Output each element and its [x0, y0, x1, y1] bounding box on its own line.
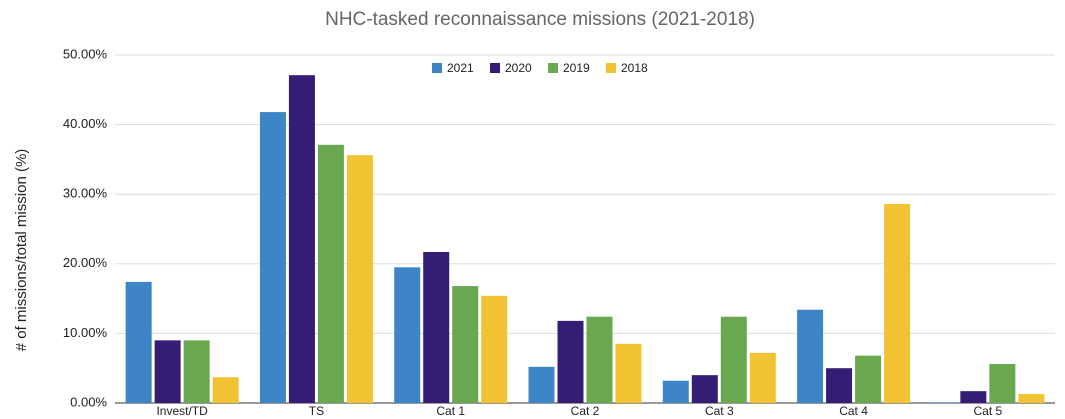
bar: [855, 355, 882, 403]
bar: [586, 316, 613, 403]
x-tick-label: Cat 5: [974, 404, 1003, 418]
bar: [346, 155, 373, 403]
y-tick-label: 50.00%: [63, 46, 108, 61]
bar: [826, 368, 853, 403]
bar: [615, 343, 642, 403]
chart-title: NHC-tasked reconnaissance missions (2021…: [325, 9, 755, 30]
bar: [481, 295, 508, 403]
y-tick-label: 20.00%: [63, 255, 108, 270]
y-tick-label: 40.00%: [63, 116, 108, 131]
x-tick-label: Cat 2: [571, 404, 600, 418]
legend-label: 2021: [447, 61, 474, 75]
bar: [749, 352, 776, 403]
bar: [288, 75, 315, 404]
bar: [557, 320, 584, 403]
bar: [691, 375, 718, 403]
y-axis-label: # of missions/total mission (%): [13, 149, 30, 352]
bar: [528, 366, 555, 403]
y-tick-label: 0.00%: [70, 394, 107, 409]
legend-swatch: [606, 63, 616, 73]
bar: [317, 144, 344, 403]
bar: [212, 377, 239, 403]
bar: [1018, 393, 1045, 403]
legend-swatch: [432, 63, 442, 73]
x-tick-label: Cat 1: [436, 404, 465, 418]
bar: [452, 286, 479, 403]
bar: [183, 340, 210, 403]
bar: [884, 203, 911, 403]
y-tick-label: 30.00%: [63, 186, 108, 201]
x-tick-label: Cat 4: [839, 404, 868, 418]
bar: [720, 316, 747, 403]
y-tick-label: 10.00%: [63, 325, 108, 340]
bar: [259, 112, 286, 404]
bar: [394, 267, 421, 403]
bar: [662, 380, 689, 403]
bar: [154, 340, 181, 403]
x-tick-label: Invest/TD: [156, 404, 208, 418]
bar: [423, 251, 450, 403]
legend-swatch: [490, 63, 500, 73]
bar: [125, 281, 152, 403]
legend-label: 2018: [621, 61, 648, 75]
bar: [989, 364, 1016, 403]
legend-label: 2020: [505, 61, 532, 75]
legend-label: 2019: [563, 61, 590, 75]
bar: [931, 402, 958, 403]
bar: [797, 309, 824, 403]
legend-swatch: [548, 63, 558, 73]
bar: [960, 391, 987, 403]
x-tick-label: Cat 3: [705, 404, 734, 418]
x-tick-label: TS: [309, 404, 324, 418]
